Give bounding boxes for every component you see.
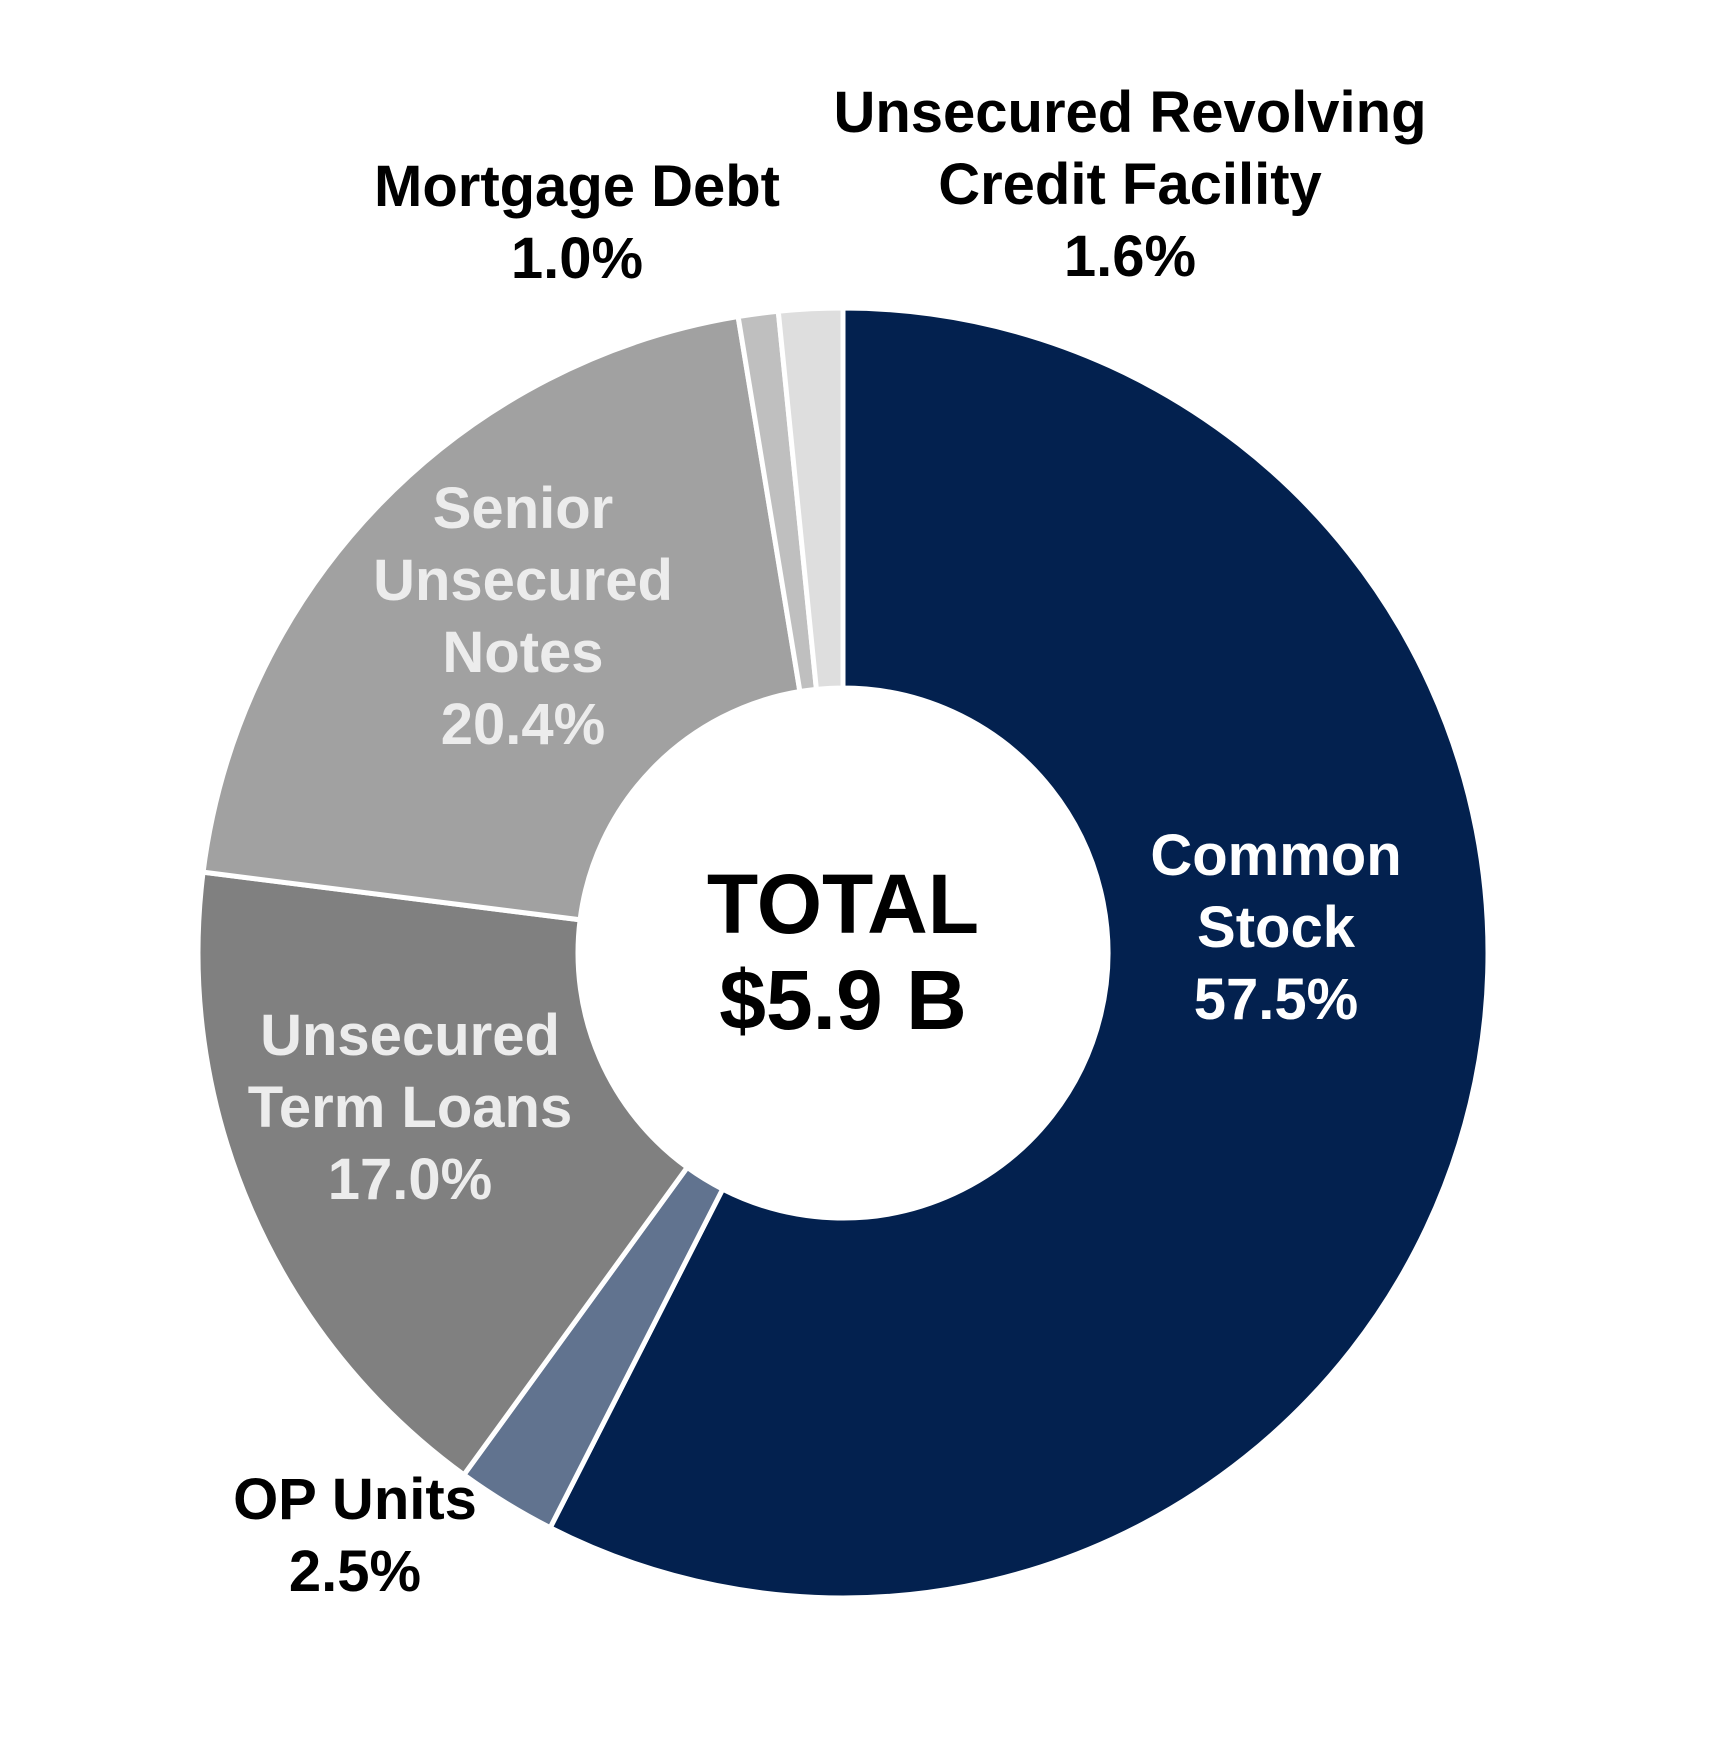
- value-label-op-units: 2.5%: [289, 1539, 421, 1604]
- category-label-unsecured-term-loans: Unsecured: [260, 1003, 560, 1068]
- donut-hole: [580, 690, 1106, 1216]
- label-mortgage-debt: Mortgage Debt 1.0%: [374, 154, 780, 291]
- label-common-stock: Common Stock 57.5%: [1150, 823, 1401, 1032]
- category-label-unsecured-term-loans: Term Loans: [248, 1075, 572, 1140]
- label-unsecured-term-loans: Unsecured Term Loans 17.0%: [248, 1003, 572, 1212]
- slice-unsecured-term-loans: [195, 869, 691, 1479]
- value-label-common-stock: 57.5%: [1194, 967, 1358, 1032]
- center-label-line: $5.9 B: [719, 953, 967, 1047]
- category-label-common-stock: Common: [1150, 823, 1401, 888]
- category-label-unsecured-revolving-credit-facility: Unsecured Revolving: [833, 80, 1426, 145]
- category-label-senior-unsecured-notes: Notes: [442, 620, 603, 685]
- label-op-units: OP Units 2.5%: [233, 1467, 477, 1604]
- category-label-op-units: OP Units: [233, 1467, 477, 1532]
- labels-layer: Common Stock 57.5% OP Units 2.5% Unsecured Ter…: [233, 80, 1426, 1604]
- category-label-common-stock: Stock: [1197, 895, 1356, 960]
- center-total-label: TOTAL $5.9 B: [707, 857, 979, 1047]
- category-label-unsecured-revolving-credit-facility: Credit Facility: [938, 152, 1322, 217]
- label-senior-unsecured-notes: Senior Unsecured Notes 20.4%: [373, 476, 673, 757]
- center-label-line: TOTAL: [707, 857, 979, 951]
- value-label-senior-unsecured-notes: 20.4%: [441, 692, 605, 757]
- slice-common-stock: [546, 305, 1491, 1601]
- value-label-unsecured-revolving-credit-facility: 1.6%: [1064, 224, 1196, 289]
- label-unsecured-revolving-credit-facility: Unsecured Revolving Credit Facility 1.6%: [833, 80, 1426, 289]
- slices-layer: [195, 305, 1491, 1601]
- category-label-senior-unsecured-notes: Senior: [433, 476, 614, 541]
- value-label-unsecured-term-loans: 17.0%: [328, 1147, 492, 1212]
- slice-senior-unsecured-notes: [200, 313, 803, 923]
- value-label-mortgage-debt: 1.0%: [511, 226, 643, 291]
- slice-unsecured-revolving-credit-facility: [775, 305, 846, 693]
- category-label-senior-unsecured-notes: Unsecured: [373, 548, 673, 613]
- category-label-mortgage-debt: Mortgage Debt: [374, 154, 780, 219]
